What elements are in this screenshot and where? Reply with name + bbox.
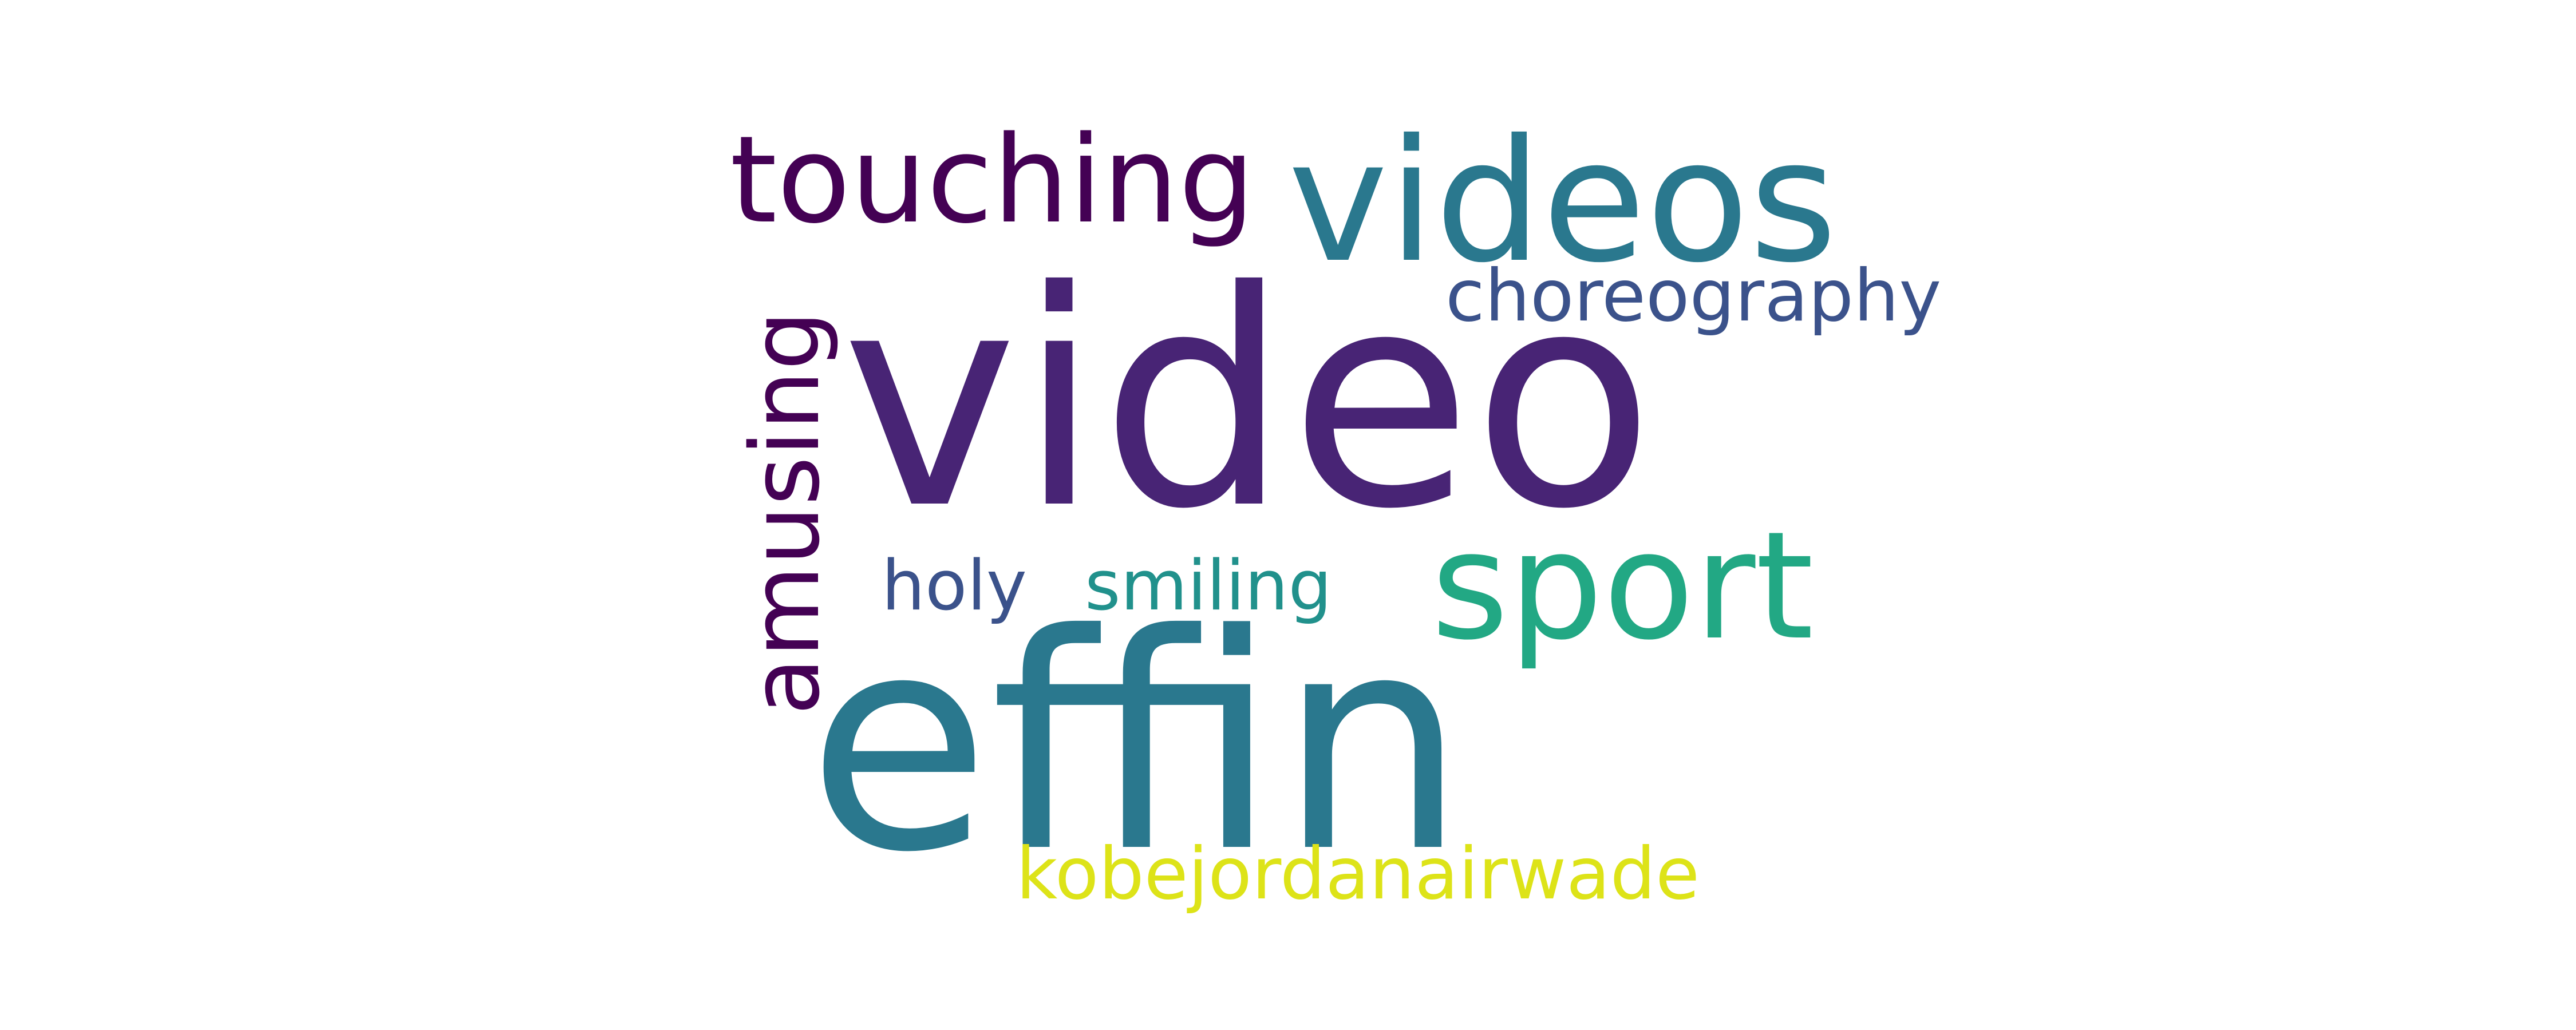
word-sport: sport (1431, 500, 1814, 673)
word-videos: videos (1288, 103, 1838, 300)
word-holy: holy (882, 546, 1027, 626)
word-kobejordanairwade: kobejordanairwade (1016, 833, 1700, 916)
word-effin: effin (807, 571, 1467, 917)
word-touching: touching (730, 110, 1255, 250)
word-amusing: amusing (730, 310, 840, 715)
word-smiling: smiling (1085, 546, 1332, 626)
word-video: video (841, 227, 1655, 574)
word-choreography: choreography (1445, 255, 1942, 338)
